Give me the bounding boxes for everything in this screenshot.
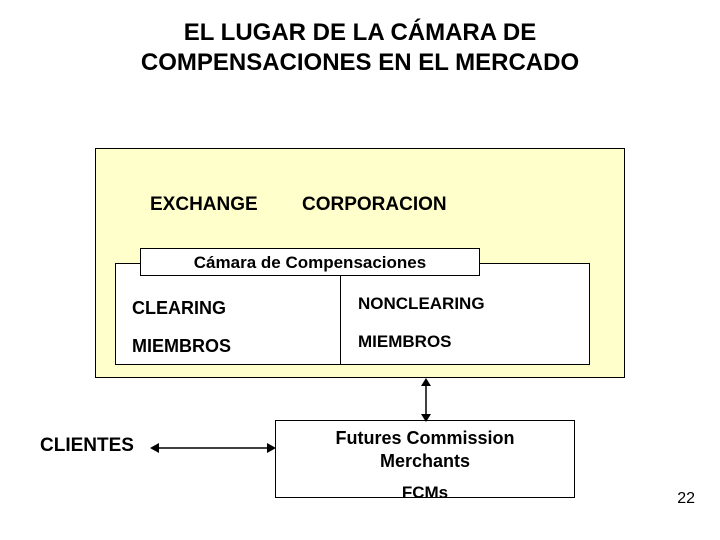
arrow-members-to-fcm bbox=[420, 378, 432, 422]
arrow-clientes-to-fcm bbox=[150, 440, 276, 456]
page-number: 22 bbox=[677, 490, 695, 508]
fcm-line-3: FCMs bbox=[276, 482, 574, 504]
fcm-line-2: Merchants bbox=[276, 450, 574, 473]
clearing-label-2: MIEMBROS bbox=[132, 336, 231, 357]
clearing-label-1: CLEARING bbox=[132, 298, 226, 319]
exchange-label: EXCHANGE bbox=[150, 194, 258, 216]
members-divider bbox=[340, 276, 341, 364]
fcm-box: Futures Commission Merchants FCMs bbox=[275, 420, 575, 498]
title-line-1: EL LUGAR DE LA CÁMARA DE bbox=[184, 19, 536, 46]
clientes-label: CLIENTES bbox=[40, 435, 134, 457]
nonclearing-label-2: MIEMBROS bbox=[358, 332, 452, 352]
page-title: EL LUGAR DE LA CÁMARA DE COMPENSACIONES … bbox=[0, 18, 720, 78]
camara-box: Cámara de Compensaciones bbox=[140, 248, 480, 276]
fcm-line-1: Futures Commission bbox=[276, 427, 574, 450]
title-line-2: COMPENSACIONES EN EL MERCADO bbox=[141, 49, 579, 76]
nonclearing-label-1: NONCLEARING bbox=[358, 294, 485, 314]
corporacion-label: CORPORACION bbox=[302, 194, 447, 216]
